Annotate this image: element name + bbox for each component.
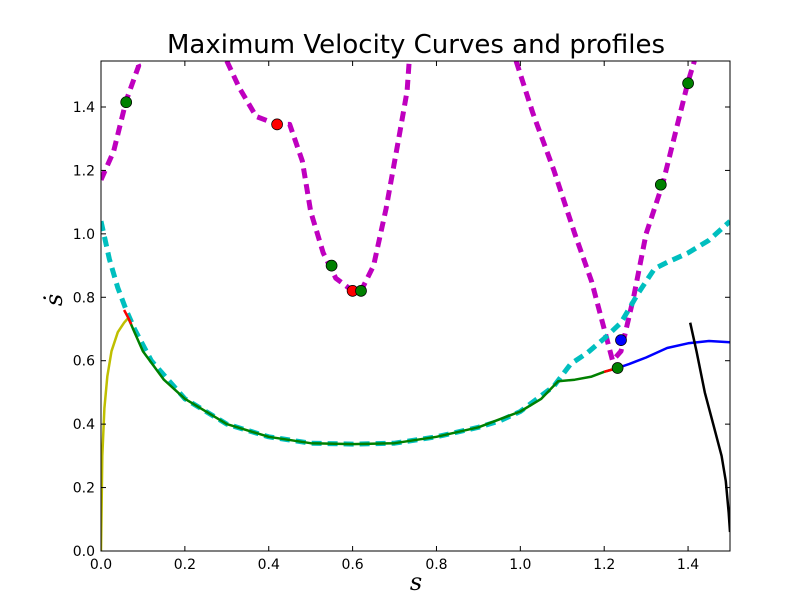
plot-frame <box>100 60 731 552</box>
point-marker-7 <box>654 178 667 191</box>
y-axis-label: ṡ <box>40 294 68 306</box>
x-tick-label-4: 0.8 <box>425 557 447 573</box>
series-3-line-0 <box>127 317 618 446</box>
y-tick-label-6: 1.2 <box>73 163 95 179</box>
point-marker-4 <box>355 285 367 297</box>
x-tick-label-0: 0.0 <box>90 557 112 573</box>
x-tick-label-6: 1.2 <box>593 557 615 573</box>
series-2-line-0 <box>101 317 130 551</box>
point-marker-8 <box>682 77 694 90</box>
x-tick-label-3: 0.6 <box>341 557 363 573</box>
x-tick-label-7: 1.4 <box>677 557 699 573</box>
x-tick-label-1: 0.2 <box>174 557 196 573</box>
y-tick-label-2: 0.4 <box>73 417 95 433</box>
point-marker-6 <box>611 362 624 374</box>
point-marker-2 <box>325 259 338 272</box>
y-tick-label-4: 0.8 <box>73 290 95 306</box>
y-tick-label-0: 0.0 <box>73 544 95 560</box>
tick-layer: 0.0 0.2 0.4 0.6 0.8 1.0 1.2 1.4 0.0 0.2 0.4 0.6 0.8 1… <box>73 61 730 573</box>
series-5-line-0 <box>122 309 133 325</box>
series-4-line-0 <box>617 339 730 370</box>
series-0-line-2 <box>513 61 697 364</box>
series-6-line-0 <box>688 322 730 533</box>
chart-title: Maximum Velocity Curves and profiles <box>167 30 665 60</box>
x-tick-label-5: 1.0 <box>509 557 531 573</box>
x-tick-label-2: 0.4 <box>258 557 280 573</box>
y-tick-label-1: 0.2 <box>73 481 95 497</box>
y-tick-label-7: 1.4 <box>73 100 95 116</box>
point-marker-5 <box>615 334 627 346</box>
point-marker-1 <box>271 118 283 131</box>
marker-layer <box>120 77 694 374</box>
x-axis-label: s <box>410 568 422 596</box>
y-tick-label-5: 1.0 <box>73 227 95 243</box>
y-tick-label-3: 0.6 <box>73 354 95 370</box>
point-marker-0 <box>120 96 133 109</box>
